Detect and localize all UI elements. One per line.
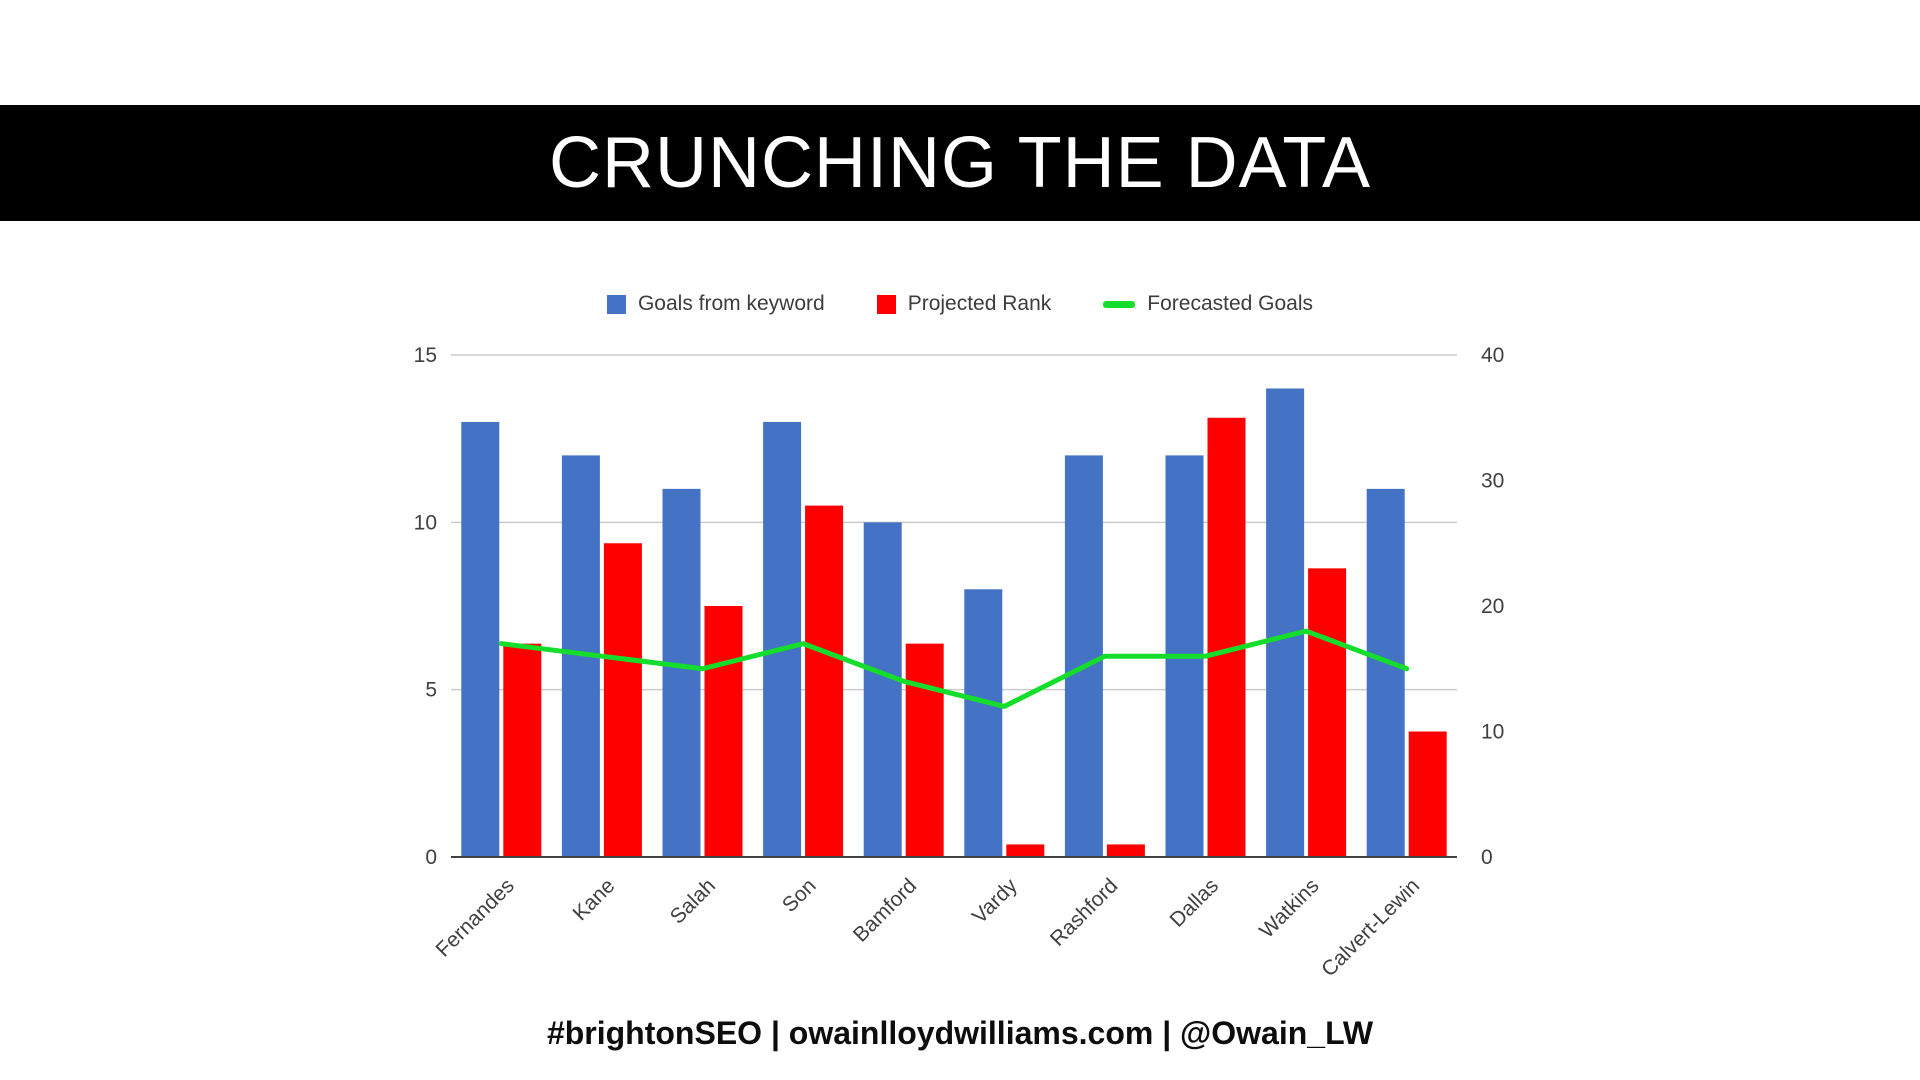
bar-goals-from-keyword bbox=[1266, 388, 1305, 857]
bar-projected-rank bbox=[1308, 568, 1347, 857]
bar-goals-from-keyword bbox=[1064, 455, 1103, 857]
category-label: Vardy bbox=[968, 874, 1022, 928]
bar-projected-rank bbox=[805, 505, 844, 857]
legend-swatch-green-line bbox=[1103, 300, 1136, 308]
legend-label-projected-rank: Projected Rank bbox=[907, 292, 1052, 315]
bar-goals-from-keyword bbox=[1366, 488, 1405, 857]
bar-projected-rank bbox=[1106, 844, 1145, 857]
footer-credits: #brightonSEO | owainlloydwilliams.com | … bbox=[546, 1015, 1374, 1051]
left-axis-tick-label: 10 bbox=[414, 511, 437, 534]
right-axis-tick-label: 20 bbox=[1481, 595, 1504, 618]
bar-goals-from-keyword bbox=[662, 488, 701, 857]
bar-projected-rank bbox=[1006, 844, 1045, 857]
left-axis-tick-label: 15 bbox=[414, 344, 437, 367]
legend-label-forecasted-goals: Forecasted Goals bbox=[1147, 292, 1314, 315]
bar-projected-rank bbox=[1207, 417, 1246, 857]
right-axis-tick-label: 30 bbox=[1481, 470, 1504, 493]
bar-goals-from-keyword bbox=[964, 589, 1003, 857]
category-label: Rashford bbox=[1046, 874, 1123, 951]
bar-projected-rank bbox=[704, 606, 743, 857]
right-axis-tick-label: 10 bbox=[1481, 721, 1504, 744]
bar-projected-rank bbox=[905, 643, 944, 857]
legend-swatch-blue-square bbox=[606, 294, 626, 314]
left-axis-tick-label: 0 bbox=[425, 846, 437, 869]
chart-legend: Goals from keyword Projected Rank Foreca… bbox=[0, 292, 1920, 316]
slide-title: CRUNCHING THE DATA bbox=[548, 123, 1372, 203]
category-label: Fernandes bbox=[432, 874, 519, 961]
category-label: Salah bbox=[666, 874, 720, 928]
category-label: Kane bbox=[568, 874, 619, 925]
right-axis-tick-label: 40 bbox=[1481, 344, 1504, 367]
category-label: Watkins bbox=[1255, 874, 1324, 943]
left-axis-tick-label: 5 bbox=[425, 679, 437, 702]
legend-item-goals-from-keyword: Goals from keyword bbox=[606, 292, 825, 316]
bar-projected-rank bbox=[1408, 731, 1447, 857]
bar-goals-from-keyword bbox=[863, 522, 902, 857]
bar-projected-rank bbox=[603, 543, 642, 857]
category-label: Calvert-Lewin bbox=[1317, 874, 1424, 981]
category-label: Dallas bbox=[1166, 874, 1224, 932]
forecasted-goals-line bbox=[498, 628, 1410, 709]
legend-label-goals-from-keyword: Goals from keyword bbox=[637, 292, 825, 315]
legend-item-forecasted-goals: Forecasted Goals bbox=[1103, 292, 1313, 316]
bar-goals-from-keyword bbox=[461, 421, 500, 857]
right-axis-tick-label: 0 bbox=[1481, 846, 1493, 869]
title-banner: CRUNCHING THE DATA bbox=[0, 105, 1920, 221]
bar-projected-rank bbox=[503, 643, 542, 857]
category-label: Bamford bbox=[849, 874, 921, 946]
legend-item-projected-rank: Projected Rank bbox=[876, 292, 1052, 316]
bar-goals-from-keyword bbox=[763, 421, 802, 857]
category-label: Son bbox=[778, 874, 821, 917]
legend-swatch-red-square bbox=[876, 294, 896, 314]
